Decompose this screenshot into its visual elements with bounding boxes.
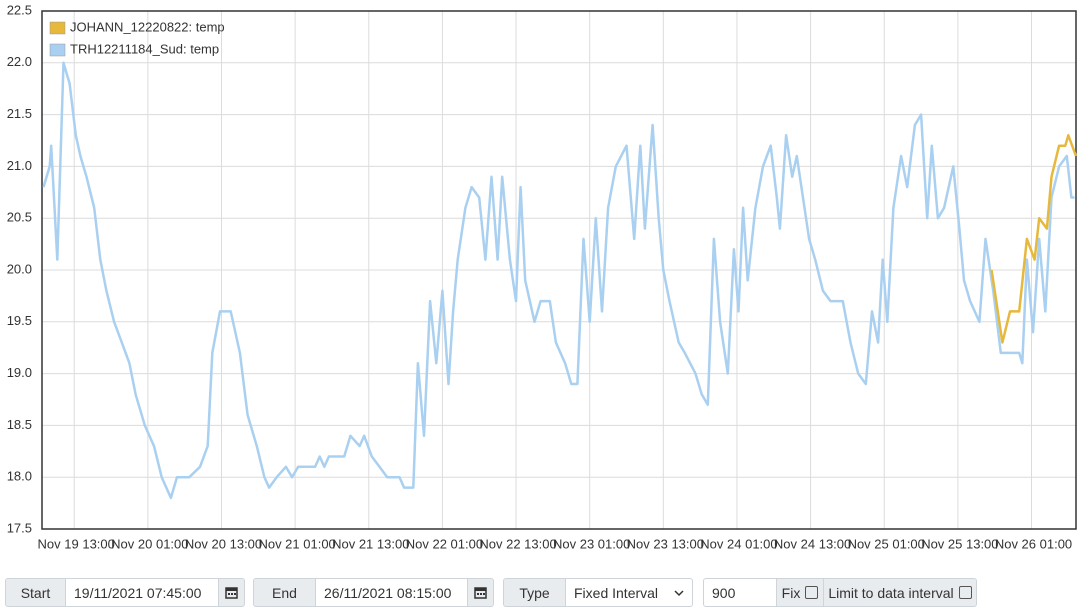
x-tick-label: Nov 20 13:00	[185, 536, 262, 551]
type-button[interactable]: Type	[503, 578, 566, 607]
y-tick-label: 22.0	[7, 54, 32, 69]
y-tick-label: 22.5	[7, 2, 32, 17]
limit-checkbox[interactable]	[958, 586, 972, 599]
y-tick-label: 20.5	[7, 210, 32, 225]
series-line	[990, 134, 1078, 344]
y-tick-label: 17.5	[7, 520, 32, 535]
x-tick-label: Nov 19 13:00	[38, 536, 115, 551]
fix-label: Fix	[781, 584, 801, 601]
y-tick-label: 20.0	[7, 261, 32, 276]
x-tick-label: Nov 26 01:00	[995, 536, 1072, 551]
y-tick-label: 19.0	[7, 365, 32, 380]
legend-label: TRH12211184_Sud: temp	[70, 41, 219, 56]
x-tick-label: Nov 23 13:00	[627, 536, 704, 551]
x-tick-label: Nov 25 13:00	[921, 536, 998, 551]
calendar-icon	[474, 587, 487, 599]
y-tick-label: 19.5	[7, 313, 32, 328]
x-tick-label: Nov 21 13:00	[332, 536, 409, 551]
x-tick-label: Nov 20 01:00	[111, 536, 188, 551]
legend: JOHANN_12220822: temp TRH12211184_Sud: te…	[49, 19, 225, 57]
chart: 17.5 18.0 18.5 19.0 19.5 20.0 20.5 21.0 21.5 22.0…	[7, 2, 1078, 551]
limit-label: Limit to data interval	[828, 584, 954, 601]
y-tick-label: 18.0	[7, 469, 32, 484]
type-value: Fixed Interval	[574, 584, 659, 601]
type-select[interactable]: Fixed Interval	[565, 578, 693, 607]
end-button[interactable]: End	[253, 578, 316, 607]
x-tick-label: Nov 23 01:00	[553, 536, 630, 551]
series-line	[42, 61, 1075, 500]
legend-label: JOHANN_12220822: temp	[70, 19, 225, 34]
calendar-icon	[225, 587, 238, 599]
x-tick-label: Nov 24 13:00	[774, 536, 851, 551]
end-calendar[interactable]	[467, 578, 494, 607]
start-input[interactable]: 19/11/2021 07:45:00	[65, 578, 219, 607]
y-tick-label: 18.5	[7, 417, 32, 432]
end-input[interactable]: 26/11/2021 08:15:00	[315, 578, 468, 607]
legend-swatch	[49, 43, 66, 57]
dropdown-arrow	[674, 589, 684, 596]
start-button[interactable]: Start	[5, 578, 66, 607]
limit-toggle[interactable]: Limit to data interval	[823, 578, 977, 607]
x-tick-label: Nov 24 01:00	[700, 536, 777, 551]
y-tick-label: 21.5	[7, 106, 32, 121]
fix-checkbox[interactable]	[805, 586, 819, 599]
start-calendar[interactable]	[218, 578, 245, 607]
x-tick-label: Nov 21 01:00	[258, 536, 335, 551]
legend-swatch	[49, 21, 66, 35]
y-tick-label: 21.0	[7, 158, 32, 173]
x-tick-label: Nov 22 13:00	[479, 536, 556, 551]
interval-input[interactable]: 900	[703, 578, 777, 607]
fix-toggle[interactable]: Fix	[776, 578, 824, 607]
x-tick-label: Nov 22 01:00	[406, 536, 483, 551]
x-tick-label: Nov 25 01:00	[848, 536, 925, 551]
plot-border	[41, 10, 1077, 530]
